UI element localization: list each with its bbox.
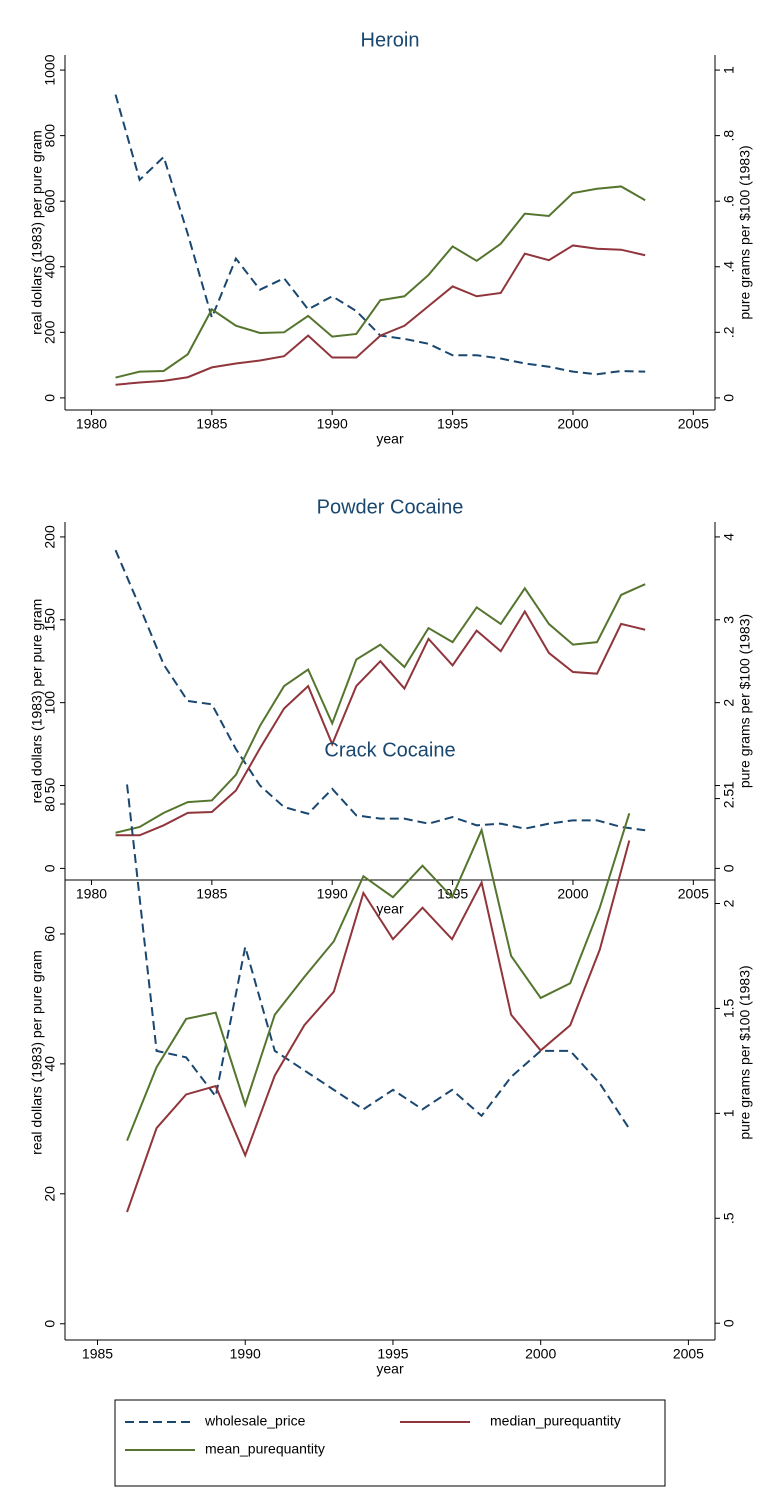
x-tick-label: 1980 <box>76 416 107 432</box>
y2-tick-label: .6 <box>721 195 737 207</box>
x-tick-label: 1985 <box>196 886 227 902</box>
series-line <box>114 94 646 376</box>
legend-label: median_purequantity <box>490 1413 621 1429</box>
y2-tick-label: 4 <box>721 533 737 541</box>
chart-title: Crack Cocaine <box>324 739 455 761</box>
y-axis-title: real dollars (1983) per pure gram <box>29 130 45 335</box>
series-line <box>115 244 646 386</box>
y2-axis-title: pure grams per $100 (1983) <box>737 145 753 319</box>
y2-tick-label: 0 <box>721 864 737 872</box>
legend-label: wholesale_price <box>204 1413 306 1429</box>
x-tick-label: 1985 <box>82 1346 113 1362</box>
series-line <box>115 609 646 837</box>
y2-axis-title: pure grams per $100 (1983) <box>737 614 753 788</box>
x-tick-label: 1990 <box>230 1346 261 1362</box>
x-tick-label: 1990 <box>317 886 348 902</box>
y-tick-label: 0 <box>42 864 58 872</box>
x-axis-title: year <box>376 431 404 447</box>
y-axis-title: real dollars (1983) per pure gram <box>29 950 45 1155</box>
chart-title: Heroin <box>361 29 420 51</box>
x-tick-label: 1990 <box>317 416 348 432</box>
x-tick-label: 2000 <box>557 416 588 432</box>
x-tick-label: 1995 <box>377 1346 408 1362</box>
x-tick-label: 2005 <box>678 416 709 432</box>
series-line <box>126 784 631 1130</box>
legend-box <box>114 1399 666 1487</box>
series-line <box>126 840 631 1213</box>
x-axis-title: year <box>376 1361 404 1377</box>
y2-tick-label: .2 <box>721 326 737 338</box>
y-tick-label: 100 <box>42 691 58 715</box>
y2-tick-label: 2.5 <box>721 789 737 809</box>
y-tick-label: 0 <box>42 394 58 402</box>
y2-tick-label: 2 <box>721 899 737 907</box>
x-tick-label: 2005 <box>673 1346 704 1362</box>
y-tick-label: 400 <box>42 255 58 279</box>
y-tick-label: 60 <box>42 926 58 942</box>
y2-tick-label: 1.5 <box>721 998 737 1018</box>
series-line <box>115 185 646 379</box>
y2-tick-label: 3 <box>721 616 737 624</box>
y-tick-label: 40 <box>42 1056 58 1072</box>
x-tick-label: 2000 <box>525 1346 556 1362</box>
x-tick-label: 1995 <box>437 416 468 432</box>
y-axis-title: real dollars (1983) per pure gram <box>29 599 45 804</box>
y2-tick-label: .5 <box>721 1212 737 1224</box>
y2-tick-label: .4 <box>721 261 737 273</box>
series-line <box>114 549 646 832</box>
y-tick-label: 80 <box>42 796 58 812</box>
y-tick-label: 1000 <box>42 54 58 85</box>
x-axis-title: year <box>376 901 404 917</box>
y2-tick-label: 2 <box>721 699 737 707</box>
y2-tick-label: 0 <box>721 1319 737 1327</box>
y2-tick-label: 0 <box>721 394 737 402</box>
y2-tick-label: 1 <box>721 781 737 789</box>
y-tick-label: 200 <box>42 525 58 549</box>
y-tick-label: 0 <box>42 1320 58 1328</box>
y-tick-label: 50 <box>42 778 58 794</box>
y-tick-label: 800 <box>42 124 58 148</box>
y-tick-label: 20 <box>42 1186 58 1202</box>
y2-tick-label: 1 <box>721 1109 737 1117</box>
chart-title: Powder Cocaine <box>317 496 464 518</box>
x-tick-label: 2005 <box>678 886 709 902</box>
legend-label: mean_purequantity <box>205 1441 325 1457</box>
y-tick-label: 600 <box>42 189 58 213</box>
y2-axis-title: pure grams per $100 (1983) <box>737 965 753 1139</box>
x-tick-label: 1985 <box>196 416 227 432</box>
x-tick-label: 1980 <box>76 886 107 902</box>
x-tick-label: 2000 <box>557 886 588 902</box>
y2-tick-label: 1 <box>721 66 737 74</box>
y2-tick-label: .8 <box>721 130 737 142</box>
y-tick-label: 200 <box>42 320 58 344</box>
series-line <box>115 583 646 834</box>
y-tick-label: 150 <box>42 608 58 632</box>
series-line <box>126 812 631 1142</box>
